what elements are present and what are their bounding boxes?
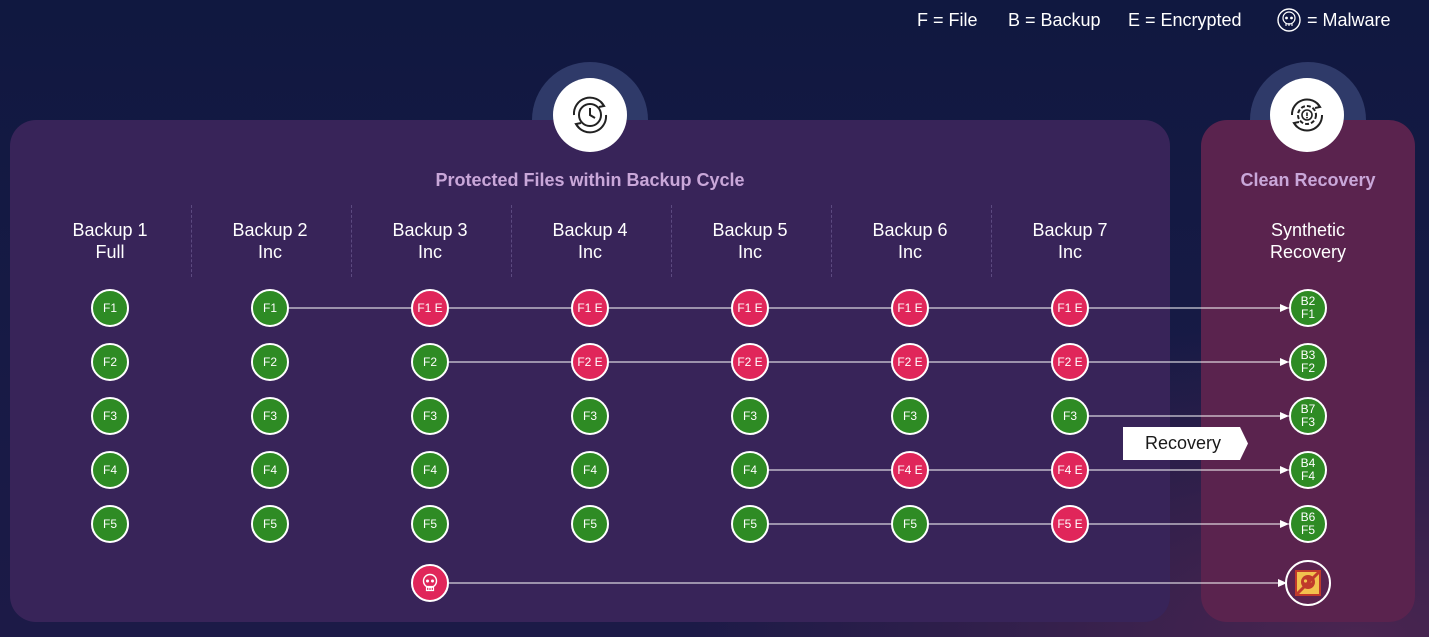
file-node: F5 [411,505,449,543]
encrypted-file-node: F4 E [1051,451,1089,489]
column-header-backup-2: Backup 2 Inc [190,219,350,263]
file-node: F3 [571,397,609,435]
column-divider [831,205,832,277]
file-node: F5 [731,505,769,543]
file-node: F2 [91,343,129,381]
column-header-line1: Backup 2 [232,220,308,240]
encrypted-file-node: F4 E [891,451,929,489]
column-header-backup-4: Backup 4 Inc [510,219,670,263]
file-node: F4 [571,451,609,489]
column-divider [511,205,512,277]
clean-recovery-title: Clean Recovery [1240,170,1376,190]
blocked-malware-icon [1285,560,1331,606]
recovered-backup-label: B4 [1300,456,1316,470]
encrypted-file-node: F1 E [891,289,929,327]
column-header-line2: Inc [737,242,762,262]
synthetic-line2: Recovery [1269,242,1347,262]
column-header-backup-7: Backup 7 Inc [990,219,1150,263]
legend-file-text: F = File [917,9,978,30]
file-node: F5 [891,505,929,543]
recovery-tag: Recovery [1123,427,1248,460]
file-node: F5 [251,505,289,543]
recovered-backup-label: B6 [1300,510,1316,524]
column-divider [671,205,672,277]
encrypted-file-node: F1 E [411,289,449,327]
recovered-file-label: F3 [1300,415,1315,429]
recovered-file-label: F1 [1300,307,1315,321]
recovered-file-label: F2 [1300,361,1315,375]
legend-file: F = File [917,8,978,32]
recovered-file-node: B3 F2 [1289,343,1327,381]
synthetic-line1: Synthetic [1270,220,1346,240]
legend-encrypted: E = Encrypted [1128,8,1242,32]
legend-backup-text: B = Backup [1008,9,1101,30]
file-node: F1 [251,289,289,327]
column-divider [991,205,992,277]
file-node: F3 [891,397,929,435]
column-header-line1: Backup 3 [392,220,468,240]
recovered-file-node: B2 F1 [1289,289,1327,327]
skull-icon [411,564,449,602]
legend-encrypted-text: E = Encrypted [1128,9,1242,30]
skull-icon [1277,7,1301,33]
encrypted-file-node: F2 E [571,343,609,381]
backup-cycle-title: Protected Files within Backup Cycle [435,170,745,190]
gear-alert-icon [1270,78,1344,152]
column-header-backup-6: Backup 6 Inc [830,219,990,263]
recovered-backup-label: B2 [1300,294,1316,308]
file-node: F1 [91,289,129,327]
file-node: F5 [571,505,609,543]
encrypted-file-node: F1 E [1051,289,1089,327]
file-node: F2 [251,343,289,381]
legend-malware-text: = Malware [1307,9,1391,30]
file-node: F4 [91,451,129,489]
column-header-line2: Inc [897,242,922,262]
recovered-file-label: F4 [1300,469,1315,483]
encrypted-file-node: F1 E [731,289,769,327]
recovered-file-node: B7 F3 [1289,397,1327,435]
synthetic-recovery-header: Synthetic Recovery [1228,219,1388,263]
column-header-line2: Inc [577,242,602,262]
file-node: F4 [251,451,289,489]
column-header-line1: Backup 7 [1032,220,1108,240]
recovered-file-node: B6 F5 [1289,505,1327,543]
legend-backup: B = Backup [1008,8,1101,32]
file-node: F4 [731,451,769,489]
column-header-backup-5: Backup 5 Inc [670,219,830,263]
encrypted-file-node: F2 E [731,343,769,381]
file-node: F4 [411,451,449,489]
column-header-line2: Inc [1057,242,1082,262]
recovered-backup-label: B7 [1300,402,1316,416]
column-divider [351,205,352,277]
column-header-line1: Backup 4 [552,220,628,240]
file-node: F3 [91,397,129,435]
encrypted-file-node: F2 E [891,343,929,381]
column-header-backup-1: Backup 1 Full [30,219,190,263]
column-header-backup-3: Backup 3 Inc [350,219,510,263]
column-header-line1: Backup 6 [872,220,948,240]
legend-malware: = Malware [1277,8,1391,32]
column-header-line2: Inc [257,242,282,262]
column-header-line2: Inc [417,242,442,262]
file-node: F2 [411,343,449,381]
encrypted-file-node: F1 E [571,289,609,327]
recovery-label: Recovery [1144,433,1222,453]
column-divider [191,205,192,277]
clock-refresh-icon [553,78,627,152]
file-node: F3 [251,397,289,435]
file-node: F3 [1051,397,1089,435]
recovered-file-node: B4 F4 [1289,451,1327,489]
file-node: F3 [411,397,449,435]
column-header-line1: Backup 1 [72,220,148,240]
file-node: F3 [731,397,769,435]
encrypted-file-node: F2 E [1051,343,1089,381]
recovered-backup-label: B3 [1300,348,1316,362]
encrypted-file-node: F5 E [1051,505,1089,543]
recovered-file-label: F5 [1300,523,1315,537]
column-header-line1: Backup 5 [712,220,788,240]
file-node: F5 [91,505,129,543]
column-header-line2: Full [95,242,125,262]
